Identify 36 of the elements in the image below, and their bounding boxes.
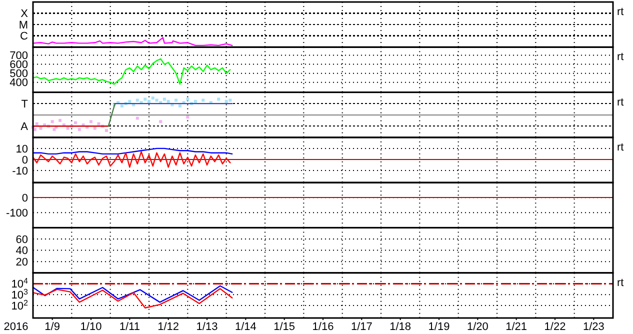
x-tick-label: 1/23	[582, 321, 604, 333]
x-tick-label: 1/10	[80, 321, 102, 333]
y-tick-label: 10	[16, 143, 28, 156]
y-tick-label: 400	[10, 77, 28, 90]
x-tick-label: 1/12	[158, 321, 180, 333]
x-tick-label: 1/20	[466, 321, 488, 333]
x-tick-label: 1/18	[390, 321, 412, 333]
x-tick-label: 1/21	[506, 321, 528, 333]
y-tick-label: 20	[16, 256, 28, 268]
y-tick-label: 0	[22, 192, 28, 204]
x-tick-label: 1/17	[350, 321, 372, 333]
x-tick-label: 1/9	[44, 321, 60, 333]
x-tick-label: 1/19	[428, 321, 450, 333]
x-tick-label: 1/16	[312, 321, 334, 333]
y-tick-label: 10$^{2}$	[11, 298, 29, 312]
text: rt	[617, 51, 624, 64]
x-tick-label: 1/13	[196, 321, 218, 333]
x-tick-label: 1/11	[119, 321, 140, 333]
text: rt	[617, 276, 624, 289]
y-tick-label: -100	[6, 208, 28, 220]
ref-line-label: A	[20, 120, 29, 133]
y-tick-label: 40	[16, 245, 28, 258]
text: rt	[617, 96, 624, 108]
y-tick-label: 0	[22, 154, 28, 166]
x-axis-title: 2016	[4, 321, 28, 333]
ref-line-label: T	[21, 98, 28, 110]
y-tick-label: -10	[12, 165, 28, 178]
x-tick-label: 1/22	[544, 321, 566, 333]
x-tick-label: 1/15	[274, 321, 296, 333]
ref-line-label: M	[18, 19, 28, 32]
ref-line-label: X	[20, 8, 29, 20]
y-tick-label: 60	[16, 234, 28, 246]
text: rt	[617, 6, 624, 18]
text: rt	[617, 141, 624, 154]
ref-line-label: C	[20, 30, 28, 43]
x-tick-label: 1/14	[234, 321, 256, 333]
